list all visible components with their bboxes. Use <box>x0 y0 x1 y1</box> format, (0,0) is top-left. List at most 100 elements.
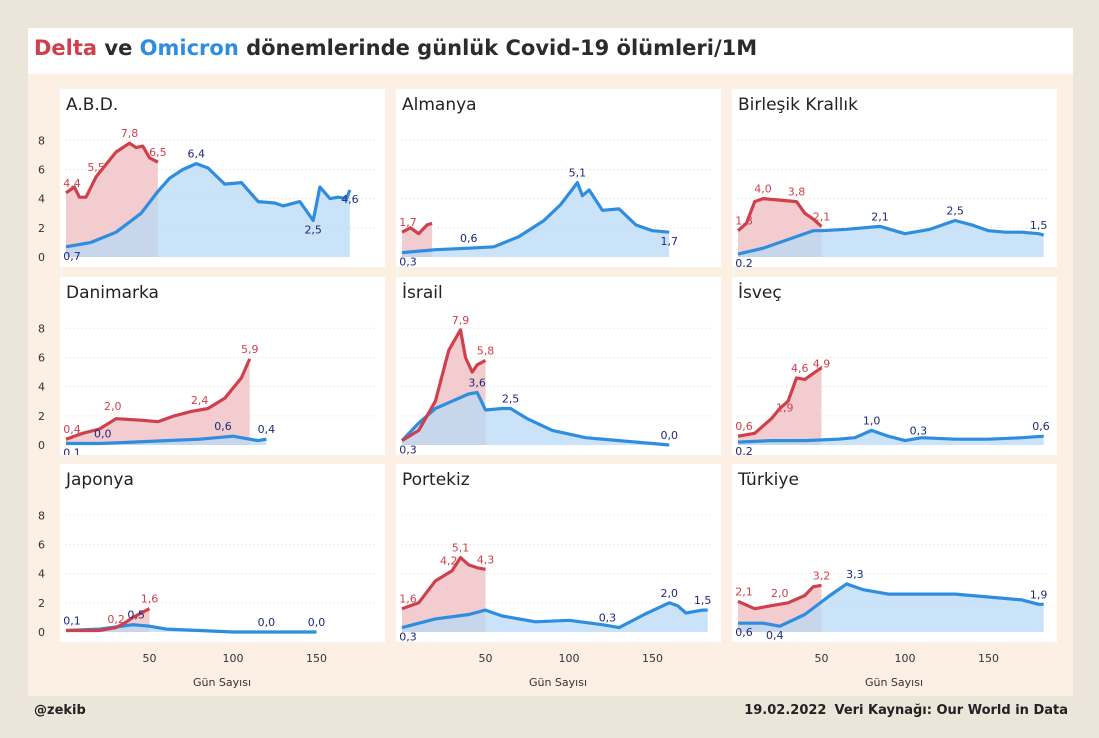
delta-data-label: 1,6 <box>141 593 159 606</box>
chart-title: Birleşik Krallık <box>738 95 858 115</box>
omicron-data-label: 0,2 <box>735 257 753 267</box>
delta-area <box>402 223 433 257</box>
omicron-data-label: 0,0 <box>258 616 276 629</box>
chart-title: Portekiz <box>402 470 470 490</box>
omicron-data-label: 0,2 <box>735 445 753 455</box>
panel-israil: İsrail 7,9 5,8 0,3 3,6 2,5 0,0 <box>396 277 721 457</box>
delta-line <box>736 196 823 232</box>
delta-data-label: 2,0 <box>104 400 122 413</box>
omicron-line <box>401 601 708 630</box>
chart-title: Türkiye <box>737 470 799 490</box>
delta-line <box>737 583 822 611</box>
omicron-data-label: 0,3 <box>399 631 417 642</box>
omicron-data-label: 0,1 <box>63 447 81 455</box>
footer-right: 19.02.2022 Veri Kaynağı: Our World in Dat… <box>736 703 1068 718</box>
chart-turkiye: Türkiye 2,1 2,0 3,2 0,6 0,4 3,3 1,9 <box>735 470 1048 642</box>
delta-data-label: 5,9 <box>241 343 259 356</box>
delta-data-label: 0,6 <box>735 420 753 433</box>
footer-author: @zekib <box>34 703 86 718</box>
panel-japonya: Japonya 0,1 0,2 0,5 1,6 0,0 0,0 <box>60 464 385 642</box>
delta-data-label: 7,9 <box>452 314 470 327</box>
omicron-data-label: 0,5 <box>127 609 145 622</box>
omicron-data-label: 0,3 <box>399 256 417 267</box>
panel-danimarka: Danimarka 0,4 2,0 2,4 5,9 0,1 0,0 0,6 0,4 <box>60 277 385 460</box>
footer-source: Veri Kaynağı: Our World in Data <box>834 703 1068 718</box>
delta-data-label: 3,8 <box>788 186 806 199</box>
delta-line <box>65 141 159 199</box>
chart-almanya: Almanya 1,7 0,3 0,6 5,1 1,7 <box>399 95 711 269</box>
omicron-data-label: 1,7 <box>660 235 678 248</box>
omicron-area <box>66 163 350 257</box>
omicron-area <box>402 182 670 257</box>
panel-birlesik-krallik: Birleşik Krallık 1,8 4,0 3,8 2,1 0,2 2,1 2,5 1,5 <box>732 89 1057 270</box>
delta-area <box>402 557 486 632</box>
delta-data-label: 4,3 <box>477 553 495 566</box>
delta-data-label: 4,0 <box>754 183 772 196</box>
omicron-line <box>401 180 670 255</box>
title-rest: dönemlerinde günlük Covid-19 ölümleri/1M <box>238 36 758 60</box>
omicron-data-label: 0,4 <box>258 423 276 436</box>
delta-data-label: 0,4 <box>63 423 81 436</box>
delta-data-label: 5,8 <box>477 344 495 357</box>
delta-area <box>738 367 822 445</box>
delta-data-label: 1,9 <box>776 401 794 414</box>
omicron-data-label: 1,9 <box>1030 588 1048 601</box>
omicron-data-label: 0,6 <box>214 420 232 433</box>
chart-abd: A.B.D. 4,4 5,5 7,8 6,5 0,7 6,4 2,5 4,6 <box>63 95 375 263</box>
delta-data-label: 2,4 <box>191 394 209 407</box>
omicron-data-label: 0,7 <box>63 250 81 263</box>
omicron-line <box>400 390 670 447</box>
panel-almanya: Almanya 1,7 0,3 0,6 5,1 1,7 <box>396 89 721 269</box>
chart-title: İsrail <box>402 282 443 303</box>
title-ve: ve <box>97 36 140 60</box>
title-omicron: Omicron <box>139 36 239 60</box>
omicron-data-label: 0,3 <box>599 612 617 625</box>
omicron-area <box>402 602 708 632</box>
chart-title: A.B.D. <box>66 95 118 115</box>
omicron-data-label: 5,1 <box>569 167 587 180</box>
chart-portekiz: Portekiz 1,6 4,25,1 4,3 0,3 0,3 2,0 1,5 <box>399 470 711 644</box>
omicron-data-label: 0,6 <box>460 232 478 245</box>
omicron-data-label: 0,4 <box>766 629 784 642</box>
title-bar <box>28 28 1073 74</box>
chart-title: Japonya <box>65 470 134 490</box>
page-title: Delta ve Omicron dönemlerinde günlük Cov… <box>34 36 757 60</box>
delta-line <box>66 607 151 633</box>
omicron-data-label: 2,5 <box>304 224 322 237</box>
omicron-data-label: 2,0 <box>660 587 678 600</box>
panel-portekiz: Portekiz 1,6 4,2 5,1 4,3 0,3 0,3 2,0 1,5 <box>396 464 721 644</box>
omicron-data-label: 3,3 <box>846 568 864 581</box>
omicron-data-label: 0,0 <box>308 616 326 629</box>
delta-data-label: 1,7 <box>399 216 417 229</box>
delta-data-label: 4,6 <box>791 362 809 375</box>
panel-isvec: İsveç 0,6 1,9 4,6 4,9 0,2 1,0 0,3 0,6 <box>732 277 1057 458</box>
title-delta: Delta <box>34 36 98 60</box>
omicron-line <box>66 434 267 446</box>
delta-data-label: 1,8 <box>735 215 753 228</box>
omicron-data-label: 0,3 <box>399 444 417 455</box>
omicron-line <box>65 161 352 249</box>
omicron-data-label: 1,5 <box>1030 219 1048 232</box>
omicron-data-label: 0,0 <box>660 429 678 442</box>
footer-date: 19.02.2022 <box>744 703 827 718</box>
omicron-area <box>738 220 1044 257</box>
delta-data-label: 3,2 <box>813 569 831 582</box>
delta-data-label: 2,0 <box>771 587 789 600</box>
chart-japonya: Japonya 0,1 0,2 0,5 1,6 0,0 0,0 <box>63 470 375 634</box>
delta-data-label: 4,4 <box>63 177 81 190</box>
omicron-data-label: 0,6 <box>1032 420 1050 433</box>
chart-title: İsveç <box>738 282 782 303</box>
omicron-line <box>738 582 1044 628</box>
omicron-data-label: 3,6 <box>468 376 486 389</box>
delta-data-label: 5,5 <box>87 161 105 174</box>
delta-data-label: 0,2 <box>107 613 125 626</box>
delta-data-label: 4,2 <box>440 555 458 568</box>
delta-data-label: 1,6 <box>399 593 417 606</box>
chart-title: Almanya <box>402 95 477 115</box>
delta-line <box>401 555 486 611</box>
delta-line <box>401 221 433 236</box>
omicron-data-label: 0,6 <box>735 626 753 639</box>
delta-line <box>737 366 823 438</box>
omicron-data-label: 1,0 <box>863 414 881 427</box>
panel-abd: A.B.D. 4,4 5,5 7,8 6,5 0,7 6,4 2,5 4,6 <box>60 89 385 267</box>
